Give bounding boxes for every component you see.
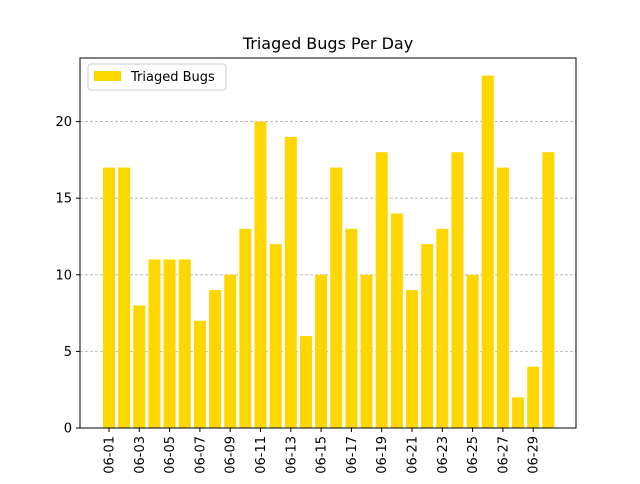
bar-06-03 [133, 305, 146, 428]
x-tick-label: 06-29 [527, 436, 542, 474]
y-axis: 0 5 10 15 20 [55, 115, 80, 437]
legend-box [87, 63, 227, 91]
x-tick-label: 06-27 [496, 436, 511, 474]
bar-06-02 [118, 167, 131, 429]
bar-06-04 [148, 259, 161, 428]
bar-06-27 [496, 167, 509, 429]
bar-06-24 [451, 152, 464, 428]
x-tick-label: 06-23 [436, 436, 451, 474]
x-tick-label: 06-07 [193, 436, 208, 474]
bar-06-06 [178, 259, 191, 428]
bar-06-30 [542, 152, 555, 428]
bar-06-17 [345, 228, 358, 428]
bar-06-01 [103, 167, 115, 429]
x-tick-label: 06-17 [345, 436, 360, 474]
bar-06-15 [315, 274, 328, 428]
bar-06-07 [193, 320, 206, 428]
y-tick-label: 0 [64, 422, 72, 437]
bar-06-14 [299, 336, 312, 428]
bar-06-28 [512, 397, 525, 428]
bar-06-23 [436, 228, 449, 428]
x-axis: 06-01 06-03 06-05 06-07 06-09 06-11 06-13 06-15… [103, 428, 542, 474]
bar-06-25 [466, 274, 479, 428]
y-tick-label: 10 [55, 268, 72, 283]
bar-06-20 [390, 213, 403, 428]
y-tick-label: 20 [55, 115, 72, 130]
x-tick-label: 06-15 [315, 436, 330, 474]
y-tick-label: 15 [55, 192, 72, 207]
bar-06-13 [284, 136, 297, 428]
x-tick-label: 06-03 [133, 436, 148, 474]
bars-layer [103, 75, 555, 429]
bar-06-19 [375, 152, 388, 428]
bar-06-12 [269, 244, 282, 428]
bar-06-08 [209, 290, 222, 428]
x-tick-label: 06-13 [284, 436, 299, 474]
x-tick-label: 06-01 [103, 436, 118, 474]
bar-06-16 [330, 167, 343, 429]
bar-06-05 [163, 259, 176, 428]
grid-layer [80, 121, 576, 352]
x-tick-label: 06-25 [466, 436, 481, 474]
bar-06-18 [360, 274, 373, 428]
bar-06-26 [481, 75, 494, 428]
bar-06-21 [406, 290, 418, 428]
y-tick-label: 5 [64, 345, 72, 360]
bar-06-11 [254, 121, 267, 428]
legend-label: Triaged Bugs [130, 70, 215, 85]
bar-06-22 [421, 244, 434, 428]
x-tick-label: 06-05 [163, 436, 178, 474]
bar-06-10 [239, 228, 252, 428]
bar-06-09 [224, 274, 237, 428]
x-tick-label: 06-19 [375, 436, 390, 474]
x-tick-label: 06-21 [406, 436, 421, 474]
x-tick-label: 06-09 [224, 436, 239, 474]
legend-swatch [94, 71, 121, 81]
legend: Triaged Bugs [87, 63, 227, 91]
bar-06-29 [527, 366, 540, 428]
chart-title: Triaged Bugs Per Day [242, 34, 413, 53]
axes-frame [79, 57, 577, 429]
x-tick-label: 06-11 [254, 436, 269, 474]
